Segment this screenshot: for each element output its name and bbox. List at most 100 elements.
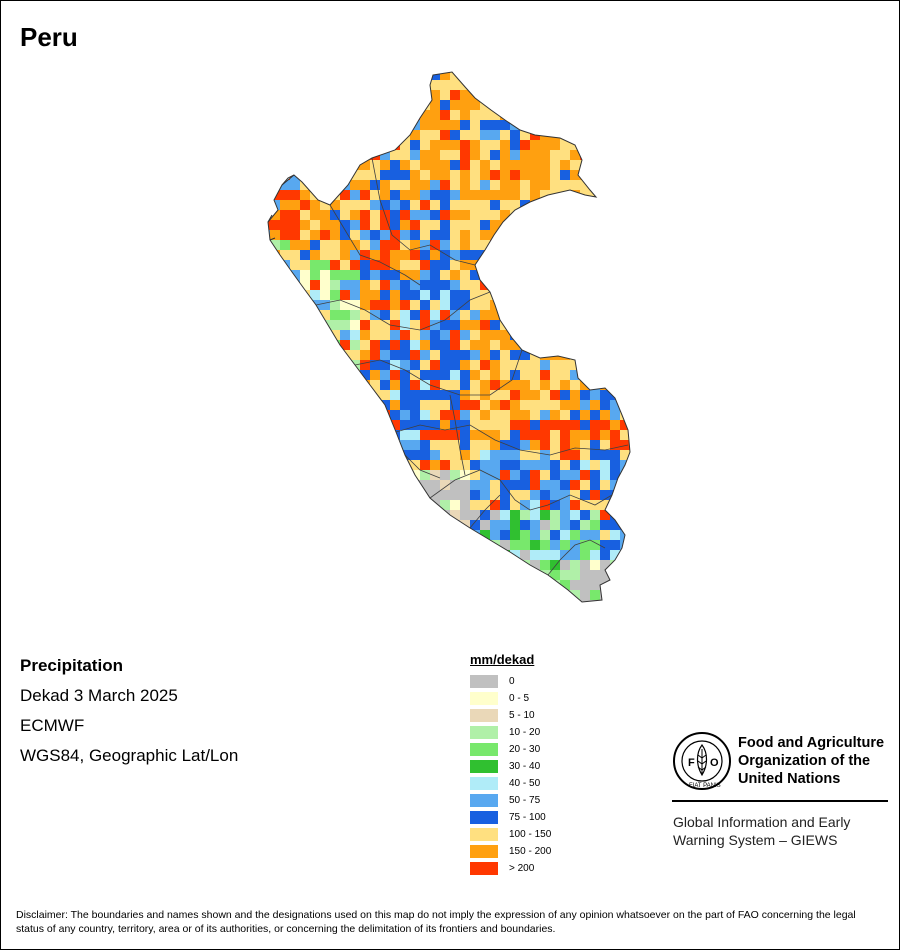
precipitation-cell — [630, 520, 640, 530]
precipitation-cell — [520, 500, 530, 510]
precipitation-cell — [290, 590, 300, 600]
precipitation-cell — [340, 110, 350, 120]
precipitation-cell — [268, 290, 270, 300]
legend-label: 75 - 100 — [509, 812, 546, 823]
precipitation-cell — [300, 330, 310, 340]
precipitation-cell — [330, 180, 340, 190]
precipitation-cell — [580, 290, 590, 300]
precipitation-cell — [400, 180, 410, 190]
precipitation-cell — [268, 350, 270, 360]
precipitation-cell — [530, 370, 540, 380]
precipitation-cell — [470, 370, 480, 380]
precipitation-cell — [340, 460, 350, 470]
precipitation-cell — [570, 460, 580, 470]
precipitation-cell — [430, 390, 440, 400]
precipitation-cell — [620, 280, 630, 290]
precipitation-cell — [350, 460, 360, 470]
precipitation-cell — [380, 500, 390, 510]
precipitation-cell — [560, 200, 570, 210]
precipitation-cell — [550, 590, 560, 600]
precipitation-cell — [360, 550, 370, 560]
precipitation-cell — [380, 320, 390, 330]
precipitation-cell — [300, 90, 310, 100]
precipitation-cell — [520, 160, 530, 170]
precipitation-cell — [380, 370, 390, 380]
precipitation-cell — [410, 220, 420, 230]
precipitation-cell — [350, 290, 360, 300]
precipitation-cell — [460, 300, 470, 310]
precipitation-cell — [610, 450, 620, 460]
precipitation-cell — [410, 370, 420, 380]
precipitation-cell — [340, 510, 350, 520]
precipitation-cell — [590, 220, 600, 230]
precipitation-cell — [270, 160, 280, 170]
precipitation-cell — [430, 72, 440, 80]
precipitation-cell — [540, 450, 550, 460]
precipitation-cell — [380, 140, 390, 150]
precipitation-cell — [310, 160, 320, 170]
precipitation-cell — [540, 200, 550, 210]
precipitation-cell — [290, 560, 300, 570]
precipitation-cell — [480, 300, 490, 310]
precipitation-cell — [620, 110, 630, 120]
precipitation-cell — [610, 270, 620, 280]
precipitation-cell — [330, 260, 340, 270]
precipitation-cell — [400, 500, 410, 510]
precipitation-cell — [570, 210, 580, 220]
precipitation-cell — [630, 410, 640, 420]
precipitation-cell — [420, 420, 430, 430]
precipitation-cell — [580, 340, 590, 350]
precipitation-cell — [540, 510, 550, 520]
precipitation-cell — [610, 440, 620, 450]
precipitation-cell — [270, 300, 280, 310]
precipitation-cell — [350, 120, 360, 130]
precipitation-cell — [440, 450, 450, 460]
precipitation-cell — [530, 120, 540, 130]
precipitation-cell — [390, 290, 400, 300]
precipitation-cell — [630, 70, 640, 80]
precipitation-cell — [268, 490, 270, 500]
precipitation-cell — [370, 560, 380, 570]
precipitation-cell — [350, 470, 360, 480]
precipitation-cell — [310, 180, 320, 190]
precipitation-cell — [380, 360, 390, 370]
precipitation-cell — [430, 400, 440, 410]
precipitation-cell — [630, 600, 640, 610]
precipitation-cell — [350, 420, 360, 430]
precipitation-cell — [350, 320, 360, 330]
precipitation-cell — [520, 360, 530, 370]
precipitation-cell — [500, 510, 510, 520]
precipitation-cell — [530, 230, 540, 240]
precipitation-cell — [480, 240, 490, 250]
precipitation-cell — [330, 430, 340, 440]
precipitation-cell — [570, 420, 580, 430]
legend-swatch — [470, 862, 498, 875]
precipitation-cell — [280, 190, 290, 200]
precipitation-cell — [600, 260, 610, 270]
precipitation-cell — [450, 400, 460, 410]
precipitation-cell — [280, 550, 290, 560]
precipitation-cell — [620, 100, 630, 110]
precipitation-cell — [410, 80, 420, 90]
region-borders — [315, 157, 629, 576]
precipitation-cell — [350, 380, 360, 390]
precipitation-cell — [270, 520, 280, 530]
precipitation-cell — [620, 600, 630, 602]
precipitation-cell — [340, 530, 350, 540]
precipitation-cell — [400, 300, 410, 310]
precipitation-cell — [410, 500, 420, 510]
precipitation-cell — [290, 550, 300, 560]
precipitation-cell — [430, 100, 440, 110]
precipitation-cell — [500, 580, 510, 590]
precipitation-cell — [450, 170, 460, 180]
precipitation-cell — [550, 160, 560, 170]
precipitation-cell — [630, 240, 640, 250]
precipitation-cell — [390, 600, 400, 602]
precipitation-cell — [610, 460, 620, 470]
legend-label: 30 - 40 — [509, 761, 541, 772]
precipitation-cell — [400, 150, 410, 160]
precipitation-cell — [510, 440, 520, 450]
precipitation-cell — [610, 160, 620, 170]
precipitation-cell — [268, 360, 270, 370]
precipitation-cell — [330, 150, 340, 160]
